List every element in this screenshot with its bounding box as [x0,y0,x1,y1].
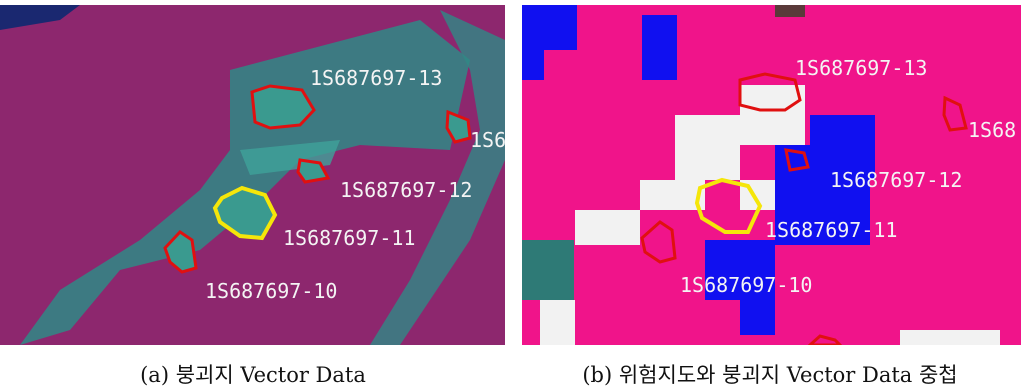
polygon-label: 1S687697-13 [795,56,927,80]
figure: 1S687697-13 1S6 1S687697-12 1S687697-11 … [0,0,1021,392]
polygon-label: 1S6 [470,128,506,152]
polygon-label: 1S687697-11 [283,226,415,250]
caption: (b) 위험지도와 붕괴지 Vector Data 중첩 [582,363,957,387]
polygon-label: 1S687697-12 [830,168,962,192]
polygon-label: 1S687697-11 [765,218,897,242]
polygon-label: 1S687697-13 [310,66,442,90]
polygon-label: 1S68 [968,118,1016,142]
polygon-label: 1S687697-12 [340,178,472,202]
polygon-label: 1S687697-10 [205,279,337,303]
caption: (a) 붕괴지 Vector Data [140,363,366,387]
figure-svg: 1S687697-13 1S6 1S687697-12 1S687697-11 … [0,0,1021,392]
polygon-label: 1S687697-10 [680,273,812,297]
